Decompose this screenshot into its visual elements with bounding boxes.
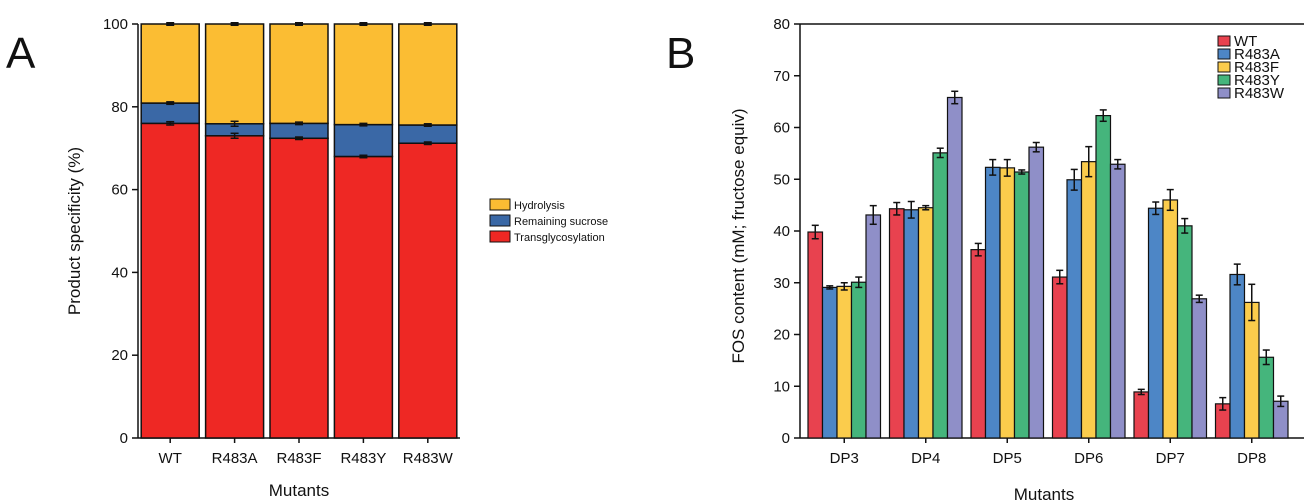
panel-b-xlabel: Mutants (1014, 485, 1074, 504)
panel-b-legend-label: WT (1234, 33, 1257, 50)
panel-b-letter: B (666, 29, 695, 78)
panel-b-bar-r483y-dp3 (850, 281, 867, 439)
panel-a-y-tick-label: 100 (103, 16, 128, 33)
panel-b-legend-swatch (1217, 87, 1231, 99)
panel-b-bar-r483y-dp8 (1258, 356, 1275, 439)
panel-a-legend-label: Hydrolysis (514, 200, 565, 212)
panel-b-bar-r483w-dp5 (1028, 146, 1045, 439)
panel-b-y-tick-label: 50 (773, 171, 790, 188)
panel-b-bar-r483w-dp4 (946, 96, 963, 439)
panel-b-x-tick-label: DP8 (1237, 450, 1266, 467)
panel-b-bar-wt-dp5 (970, 249, 987, 439)
panel-b-y-tick-label: 10 (773, 378, 790, 395)
panel-b-bar-r483f-dp4 (917, 207, 934, 439)
panel-a-bar-remaining-sucrose-r483f (269, 122, 329, 140)
panel-b-x-tick-label: DP7 (1156, 450, 1185, 467)
panel-b-y-tick-label: 70 (773, 68, 790, 85)
panel-a-bar-transglycosylation-r483w (398, 142, 458, 439)
panel-b: B FOS content (mM; fructose equiv) Mutan… (666, 16, 1304, 504)
panel-b-bar-r483f-dp7 (1162, 199, 1179, 439)
panel-b-bar-r483f-dp5 (999, 167, 1016, 439)
panel-b-x-tick-label: DP3 (830, 450, 859, 467)
panel-a-x-tick-label: WT (159, 450, 182, 467)
panel-a-legend-swatch (489, 198, 511, 211)
panel-a-legend-swatch (489, 230, 511, 243)
panel-a-y-tick-label: 0 (120, 430, 128, 447)
panel-a-bar-hydrolysis-r483f (269, 23, 329, 125)
panel-b-ylabel: FOS content (mM; fructose equiv) (729, 108, 748, 363)
panel-b-legend-label: R483F (1234, 59, 1279, 76)
panel-a-bar-transglycosylation-r483a (204, 135, 265, 439)
panel-b-y-tick-label: 60 (773, 120, 790, 137)
panel-a-bar-hydrolysis-r483a (204, 23, 265, 125)
panel-a-ylabel: Product specificity (%) (65, 147, 84, 315)
panel-a-bar-hydrolysis-wt (140, 23, 200, 104)
panel-a-y-tick-label: 40 (111, 264, 128, 281)
panel-b-y-tick-label: 30 (773, 275, 790, 292)
panel-b-bar-r483a-dp5 (984, 166, 1001, 439)
panel-a-y-tick-label: 60 (111, 182, 128, 199)
panel-a-bar-hydrolysis-r483y (333, 23, 394, 126)
panel-b-legend-swatch (1217, 74, 1231, 86)
panel-b-bar-r483f-dp6 (1080, 161, 1097, 439)
panel-a-bar-hydrolysis-r483w (398, 23, 458, 126)
panel-b-bar-r483y-dp7 (1176, 225, 1193, 439)
panel-b-y-tick-label: 40 (773, 223, 790, 240)
panel-a-letter: A (6, 29, 36, 78)
panel-a-x-tick-label: R483Y (340, 450, 386, 467)
panel-b-bar-r483a-dp7 (1147, 207, 1164, 439)
panel-b-bar-r483a-dp6 (1066, 179, 1083, 439)
panel-b-x-tick-label: DP5 (993, 450, 1022, 467)
panel-a: A Product specificity (%) Mutants 0 20 40 6… (6, 16, 608, 500)
panel-a-bar-transglycosylation-r483f (269, 137, 329, 439)
panel-b-y-tick-label: 80 (773, 16, 790, 33)
panel-a-bar-transglycosylation-r483y (333, 155, 394, 439)
panel-a-bar-transglycosylation-wt (140, 122, 200, 439)
panel-b-bar-r483w-dp7 (1191, 298, 1208, 439)
panel-b-bar-r483w-dp3 (865, 214, 882, 439)
panel-a-y-tick-label: 80 (111, 99, 128, 116)
panel-b-bar-wt-dp4 (888, 208, 905, 439)
panel-b-bar-wt-dp7 (1133, 391, 1150, 439)
panel-b-bar-r483a-dp4 (903, 209, 920, 439)
panel-b-bar-wt-dp3 (807, 231, 824, 439)
panel-b-bar-wt-dp6 (1051, 276, 1068, 439)
panel-b-y-tick-label: 0 (782, 430, 790, 447)
panel-a-x-tick-label: R483W (403, 450, 454, 467)
panel-b-bar-r483f-dp8 (1243, 301, 1260, 439)
panel-a-legend-label: Transglycosylation (514, 232, 605, 244)
panel-b-legend-swatch (1217, 48, 1231, 60)
panel-b-bar-r483y-dp4 (932, 152, 949, 439)
panel-b-bar-r483y-dp5 (1013, 171, 1030, 439)
panel-b-x-tick-label: DP6 (1074, 450, 1103, 467)
panel-a-legend-swatch (489, 214, 511, 227)
panel-a-bar-remaining-sucrose-r483w (398, 124, 458, 144)
panel-a-bar-remaining-sucrose-wt (140, 102, 200, 125)
panel-a-x-tick-label: R483A (212, 450, 258, 467)
panel-b-y-tick-label: 20 (773, 327, 790, 344)
panel-a-legend-label: Remaining sucrose (514, 216, 608, 228)
panel-a-y-tick-label: 20 (111, 347, 128, 364)
panel-b-bar-r483a-dp3 (821, 286, 838, 439)
panel-b-bar-r483f-dp3 (836, 285, 853, 439)
panel-a-xlabel: Mutants (269, 481, 329, 500)
panel-a-bar-remaining-sucrose-r483y (333, 123, 394, 158)
panel-b-legend-label: R483A (1234, 46, 1280, 63)
panel-b-legend-swatch (1217, 35, 1231, 47)
panel-b-legend-label: R483Y (1234, 72, 1280, 89)
panel-b-legend-swatch (1217, 61, 1231, 73)
panel-b-legend-label: R483W (1234, 85, 1285, 102)
panel-b-bar-r483w-dp6 (1109, 163, 1126, 439)
panel-b-x-tick-label: DP4 (911, 450, 940, 467)
panel-b-bar-r483y-dp6 (1095, 114, 1112, 439)
panel-b-bar-r483a-dp8 (1229, 273, 1246, 439)
panel-a-x-tick-label: R483F (276, 450, 321, 467)
